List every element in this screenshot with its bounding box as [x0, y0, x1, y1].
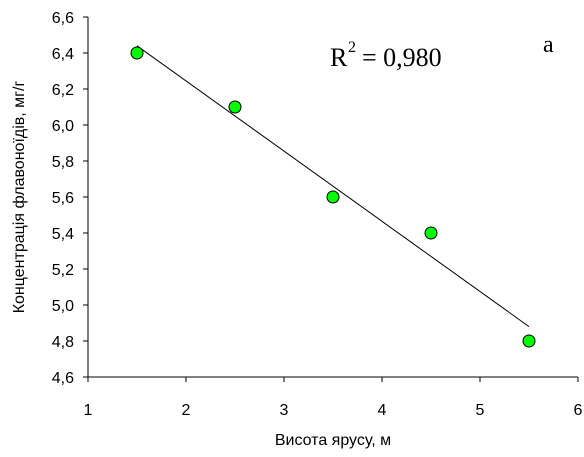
- y-tick-label: 6,4: [52, 46, 74, 63]
- r-label: R: [330, 43, 348, 72]
- y-tick-label: 5,2: [52, 262, 74, 279]
- y-tick-label: 6,2: [52, 82, 74, 99]
- r-value: = 0,980: [362, 43, 442, 72]
- data-point: [424, 226, 438, 240]
- y-tick-label: 6,0: [52, 118, 74, 135]
- x-tick-label: 1: [84, 402, 93, 419]
- data-point: [522, 334, 536, 348]
- trend-line: [136, 45, 530, 328]
- y-axis-title: Концентрація флавоноїдів, мг/г: [11, 81, 28, 314]
- y-tick-label: 4,6: [52, 370, 74, 387]
- data-point: [326, 190, 340, 204]
- y-tick-label: 5,0: [52, 298, 74, 315]
- x-tick-label: 5: [476, 402, 485, 419]
- data-point: [228, 100, 242, 114]
- r-superscript: 2: [348, 39, 356, 56]
- x-tick-label: 2: [182, 402, 191, 419]
- panel-label: a: [543, 32, 554, 58]
- x-tick-label: 4: [378, 402, 387, 419]
- x-tick-label: 3: [280, 402, 289, 419]
- x-axis-title: Висота ярусу, м: [275, 432, 391, 449]
- y-tick-label: 5,6: [52, 190, 74, 207]
- y-tick-label: 5,8: [52, 154, 74, 171]
- y-tick-label: 6,6: [52, 10, 74, 27]
- x-tick-label: 6: [574, 402, 583, 419]
- y-tick-label: 4,8: [52, 334, 74, 351]
- data-point: [130, 46, 144, 60]
- y-tick-label: 5,4: [52, 226, 74, 243]
